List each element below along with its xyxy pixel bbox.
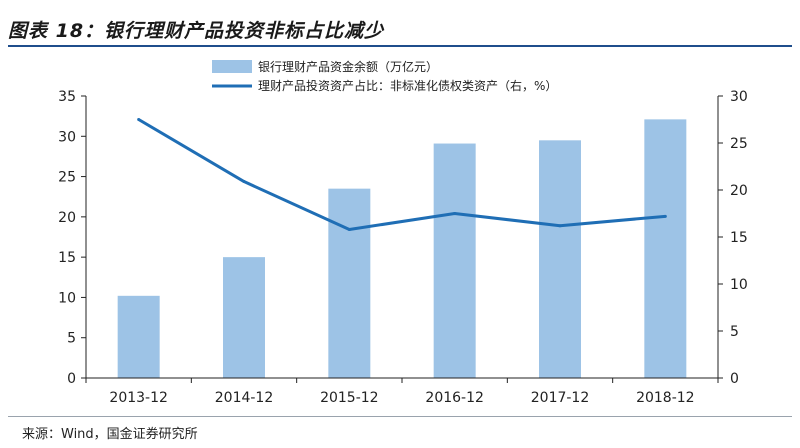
y-right-tick-label: 20 [730,183,748,199]
x-tick-label: 2016-12 [425,390,484,406]
legend-line-label: 理财产品投资资产占比：非标准化债权类资产（右，%） [258,78,557,93]
footer-divider [8,416,792,417]
y-left-tick-label: 20 [58,210,76,226]
source-note: 来源：Wind，国金证券研究所 [22,427,198,442]
bar [223,257,265,378]
y-left-tick-label: 30 [58,129,76,145]
x-tick-label: 2015-12 [320,390,379,406]
bar [328,188,371,378]
legend-bar-swatch [212,60,252,73]
x-tick-label: 2017-12 [531,390,590,406]
y-right-tick-label: 25 [730,136,748,152]
legend: 银行理财产品资金余额（万亿元） 理财产品投资资产占比：非标准化债权类资产（右，%） [212,59,557,93]
line-path [137,118,666,231]
bar [539,140,581,378]
axes: 0 5 10 15 20 25 30 35 0 5 10 15 20 25 30 2013-12 2014-12… [58,89,748,406]
y-right-tick-label: 30 [730,89,748,105]
y-left-tick-label: 5 [67,331,76,347]
line-point [347,227,351,231]
y-right-tick-label: 10 [730,277,748,293]
bar [644,119,687,378]
line-point [558,224,562,228]
legend-bar-label: 银行理财产品资金余额（万亿元） [258,59,438,74]
y-right-tick-label: 5 [730,324,739,340]
y-left-tick-label: 15 [58,250,76,266]
y-left-tick-label: 0 [67,371,76,387]
chart-title: 图表 18：银行理财产品投资非标占比减少 [8,20,385,42]
x-tick-label: 2013-12 [109,390,168,406]
y-right-tick-label: 0 [730,371,739,387]
line-point [137,118,141,121]
bar [433,143,476,378]
x-tick-label: 2014-12 [215,390,274,406]
bar [117,295,160,378]
y-left-tick-label: 25 [58,170,76,186]
x-tick-label: 2018-12 [636,390,695,406]
line-point [242,180,246,184]
y-right-tick-label: 15 [730,230,748,246]
bar-series [117,119,687,378]
line-series [137,118,667,231]
line-point [453,212,457,215]
line-point [663,214,667,218]
y-left-tick-label: 35 [58,89,76,105]
title-divider [8,45,792,47]
y-left-tick-label: 10 [58,290,76,306]
